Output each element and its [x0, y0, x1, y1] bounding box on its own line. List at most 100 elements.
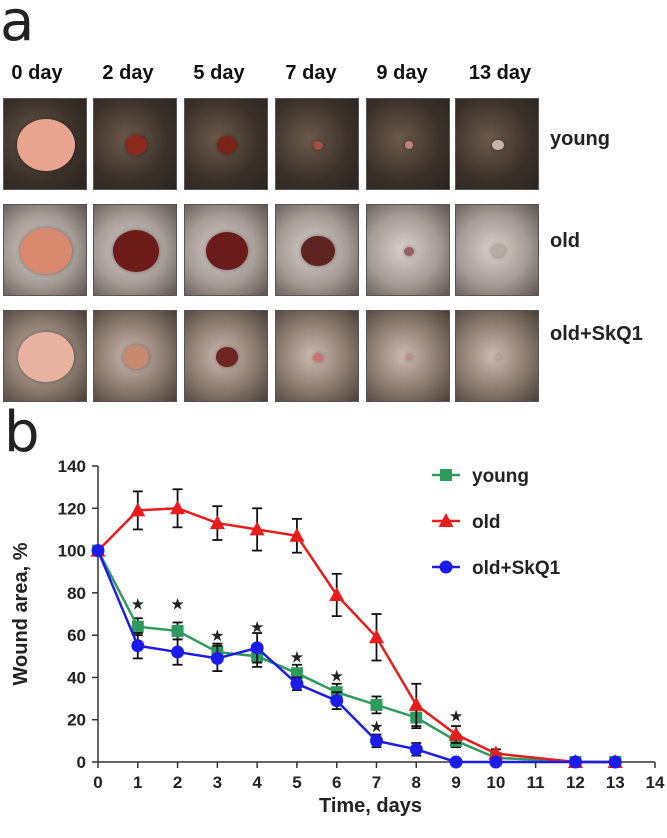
x-tick-label: 14 — [646, 773, 665, 792]
y-tick-label: 40 — [67, 668, 86, 687]
day-label-0: 0 day — [11, 62, 63, 84]
legend-item-young: young — [432, 466, 529, 487]
data-point — [91, 544, 105, 558]
x-tick-label: 6 — [332, 773, 341, 792]
wound-photo — [366, 204, 450, 296]
x-tick-label: 11 — [527, 773, 545, 792]
x-tick-label: 9 — [451, 773, 460, 792]
significance-star: ★ — [250, 618, 264, 637]
wound-photo — [184, 98, 268, 190]
significance-markers: ★ ★ ★ ★ ★ ★ ★ ★ — [131, 594, 464, 736]
wound-photo — [93, 310, 177, 402]
wound-spot — [20, 227, 72, 275]
wound-spot — [301, 235, 335, 267]
day-label-9: 9 day — [376, 62, 428, 84]
wound-photo — [455, 310, 539, 402]
legend-item-old+SkQ1: old+SkQ1 — [432, 558, 561, 579]
data-point — [171, 624, 184, 637]
wound-photo — [366, 98, 450, 190]
series-old+SkQ1 — [91, 544, 622, 769]
legend-item-old: old — [432, 512, 501, 533]
wound-spot — [17, 118, 75, 172]
x-tick-label: 12 — [566, 773, 585, 792]
significance-star: ★ — [210, 626, 224, 645]
data-point — [210, 651, 224, 665]
day-label-2: 2 day — [102, 62, 154, 84]
data-point — [488, 745, 504, 760]
wound-photo — [3, 98, 87, 190]
y-tick-label: 80 — [67, 584, 86, 603]
y-tick-label: 60 — [67, 626, 86, 645]
wound-spot — [406, 354, 412, 360]
x-tick-label: 4 — [252, 773, 262, 792]
significance-star: ★ — [170, 594, 184, 613]
x-tick-label: 13 — [606, 773, 625, 792]
x-tick-label: 1 — [133, 773, 142, 792]
wound-spot — [18, 331, 74, 383]
wound-photo — [3, 310, 87, 402]
data-point — [370, 698, 383, 711]
legend-label: old+SkQ1 — [472, 558, 561, 579]
data-point — [131, 639, 145, 653]
wound-spot — [404, 246, 414, 256]
x-tick-label: 7 — [372, 773, 381, 792]
x-tick-label: 10 — [486, 773, 505, 792]
x-tick-label: 8 — [412, 773, 421, 792]
wound-photo — [275, 98, 359, 190]
data-point — [289, 527, 305, 542]
data-point — [131, 620, 144, 633]
data-point — [448, 726, 464, 741]
data-point — [290, 667, 303, 680]
data-point — [171, 645, 185, 659]
panel-a-letter: a — [0, 0, 35, 54]
wound-spot — [216, 347, 238, 367]
data-point — [330, 694, 344, 708]
wound-spot — [405, 141, 413, 149]
y-axis-title: Wound area, % — [10, 542, 32, 685]
data-point — [170, 500, 186, 515]
wound-photo — [93, 204, 177, 296]
wound-spot — [217, 136, 237, 154]
legend-label: young — [472, 466, 529, 487]
wound-spot — [496, 355, 500, 359]
wound-photo — [275, 310, 359, 402]
day-label-7: 7 day — [285, 62, 337, 84]
wound-spot — [123, 345, 149, 369]
significance-star: ★ — [369, 717, 383, 736]
legend: young old old+SkQ1 — [432, 466, 561, 579]
x-tick-label: 3 — [213, 773, 222, 792]
x-tick-label: 0 — [93, 773, 102, 792]
data-point — [130, 502, 146, 517]
wound-photo — [275, 204, 359, 296]
legend-label: old — [472, 512, 501, 533]
wound-photo — [184, 204, 268, 296]
wound-photo — [93, 98, 177, 190]
wound-spot — [492, 139, 504, 151]
data-point — [408, 696, 424, 711]
wound-photo — [3, 204, 87, 296]
wound-photo — [366, 310, 450, 402]
wound-photo — [184, 310, 268, 402]
y-tick-label: 0 — [77, 753, 86, 772]
wound-spot — [206, 232, 248, 270]
data-point — [290, 677, 304, 691]
significance-star: ★ — [131, 594, 145, 613]
day-label-5: 5 day — [193, 62, 245, 84]
wound-spot — [125, 135, 147, 155]
data-point — [370, 734, 383, 748]
significance-star: ★ — [449, 706, 463, 725]
significance-star: ★ — [330, 666, 344, 685]
wound-spot — [491, 244, 505, 258]
wound-spot — [113, 230, 159, 272]
data-point — [608, 755, 622, 769]
x-tick-label: 2 — [173, 773, 182, 792]
row-label-old-skq1: old+SkQ1 — [550, 323, 643, 345]
day-label-13: 13 day — [468, 62, 532, 84]
x-axis-title: Time, days — [319, 795, 422, 817]
y-tick-label: 20 — [67, 711, 86, 730]
wound-photo — [455, 98, 539, 190]
series — [90, 488, 623, 769]
y-tick-label: 120 — [58, 499, 86, 518]
